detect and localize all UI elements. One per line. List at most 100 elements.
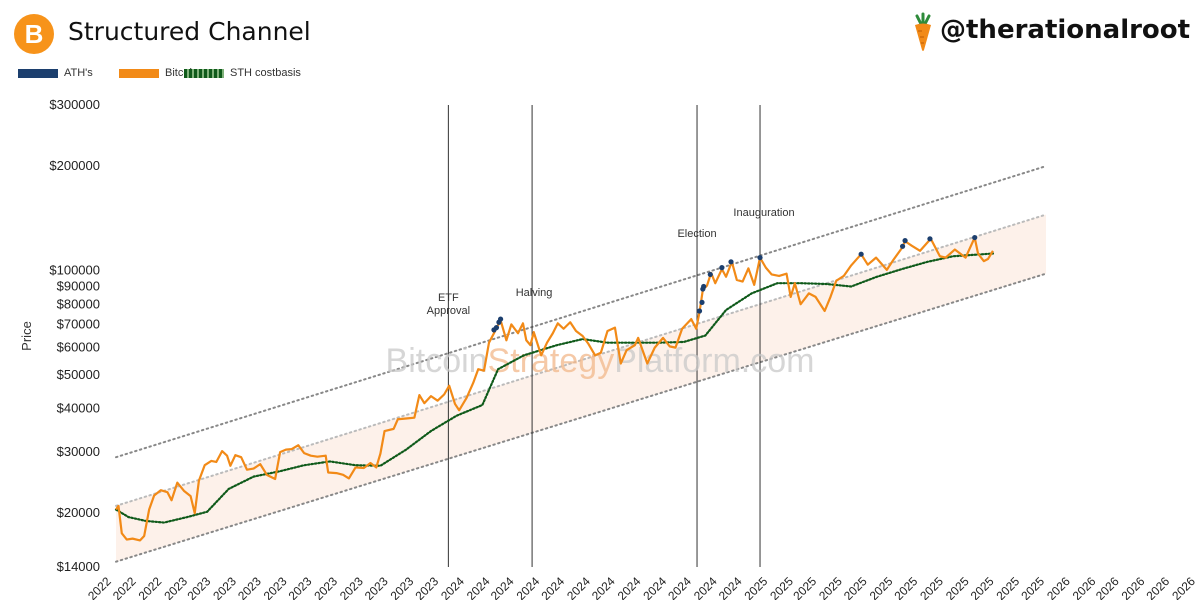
y-tick-label: $30000 <box>57 444 100 459</box>
y-tick-label: $100000 <box>49 263 100 278</box>
y-axis-label: Price <box>19 321 34 351</box>
x-tick-label: 2025 <box>892 574 921 600</box>
series-line-sth-costbasis <box>114 252 995 524</box>
event-label-1-line-1: ETF <box>438 292 459 304</box>
watermark-part-2: Strategy <box>488 342 615 380</box>
x-tick-label: 2023 <box>412 574 441 600</box>
carrot-icon <box>915 12 931 51</box>
x-tick-label: 2026 <box>1144 574 1173 600</box>
chart-title: Structured Channel <box>68 17 311 46</box>
x-tick-label: 2023 <box>286 574 315 600</box>
x-tick-label: 2024 <box>438 574 467 600</box>
y-tick-label: $200000 <box>49 158 100 173</box>
ath-point-17 <box>972 234 978 241</box>
event-label-1-line-2: Approval <box>427 305 470 317</box>
x-tick-label: 2023 <box>185 574 214 600</box>
x-tick-label: 2024 <box>640 574 669 600</box>
legend-label-aths: ATH's <box>64 67 93 79</box>
ath-point-16 <box>927 236 933 242</box>
legend-swatch-sth-costbasis <box>184 69 224 78</box>
legend-swatch-aths <box>18 69 58 78</box>
x-tick-label: 2024 <box>691 574 720 600</box>
series-line-bitcoin <box>115 236 994 542</box>
x-tick-label: 2024 <box>564 574 593 600</box>
x-tick-label: 2022 <box>110 574 139 600</box>
legend-swatch-bitcoin <box>119 69 159 78</box>
x-tick-label: 2025 <box>867 574 896 600</box>
x-tick-label: 2025 <box>1018 574 1047 600</box>
x-tick-label: 2024 <box>665 574 694 600</box>
x-tick-label: 2022 <box>136 574 165 600</box>
channel-band-fill <box>116 214 1046 562</box>
x-tick-label: 2026 <box>1044 574 1073 600</box>
x-tick-label: 2023 <box>261 574 290 600</box>
event-label-3: Election <box>677 228 716 240</box>
x-tick-label: 2026 <box>1119 574 1148 600</box>
y-tick-label: $50000 <box>57 367 100 382</box>
x-tick-label: 2023 <box>337 574 366 600</box>
x-axis-ticks: 2022202220222023202320232023202320232023… <box>85 574 1198 600</box>
x-tick-label: 2024 <box>716 574 745 600</box>
ath-point-12 <box>757 255 763 261</box>
y-tick-label: $20000 <box>57 505 100 520</box>
ath-point-2 <box>493 325 500 331</box>
x-tick-label: 2025 <box>943 574 972 600</box>
y-tick-label: $70000 <box>57 316 100 331</box>
author-handle: @therationalroot <box>940 15 1191 45</box>
event-label-4: Inauguration <box>733 207 794 219</box>
x-tick-label: 2025 <box>742 574 771 600</box>
ath-point-4 <box>497 316 504 322</box>
y-tick-label: $14000 <box>57 559 100 574</box>
y-tick-label: $300000 <box>49 97 100 112</box>
x-tick-label: 2022 <box>85 574 114 600</box>
x-tick-label: 2025 <box>790 574 819 600</box>
ath-markers-layer <box>491 234 978 333</box>
ath-point-13 <box>858 251 864 257</box>
ath-point-6 <box>699 299 705 305</box>
event-label-2: Halving <box>516 287 553 299</box>
x-tick-label: 2025 <box>841 574 870 600</box>
sth-costbasis-layer <box>114 252 995 524</box>
channel-upper-line <box>115 165 1047 459</box>
x-tick-label: 2025 <box>993 574 1022 600</box>
x-tick-label: 2025 <box>917 574 946 600</box>
ath-point-5 <box>696 308 703 314</box>
watermark: BitcoinStrategyPlatform.com <box>386 342 815 380</box>
ath-point-10 <box>719 265 725 271</box>
ath-point-11 <box>728 259 734 265</box>
x-tick-label: 2026 <box>1093 574 1122 600</box>
x-tick-label: 2025 <box>816 574 845 600</box>
x-tick-label: 2024 <box>538 574 567 600</box>
x-tick-label: 2025 <box>767 574 796 600</box>
channel-fill-layer <box>116 214 1046 562</box>
x-tick-label: 2026 <box>1169 574 1198 600</box>
bitcoin-logo-icon: B <box>14 14 54 54</box>
x-tick-label: 2024 <box>514 574 543 600</box>
ath-point-14 <box>899 243 906 249</box>
ath-point-8 <box>701 283 707 290</box>
x-tick-label: 2023 <box>210 574 239 600</box>
y-tick-label: $90000 <box>57 278 100 293</box>
x-tick-label: 2023 <box>235 574 264 600</box>
x-tick-label: 2024 <box>488 574 517 600</box>
legend-label-sth-costbasis: STH costbasis <box>230 67 301 79</box>
bitcoin-price-layer <box>115 236 994 542</box>
x-tick-label: 2023 <box>161 574 190 600</box>
y-axis-ticks: $300000 $200000 $100000$90000 $80000 $70000 $… <box>49 97 100 574</box>
header-bar: B Structured Channel @therationalroot <box>0 0 1200 64</box>
x-tick-label: 2024 <box>589 574 618 600</box>
channel-lower-line <box>115 272 1047 563</box>
x-tick-label: 2024 <box>615 574 644 600</box>
watermark-part-1: Bitcoin <box>386 342 488 380</box>
ath-point-15 <box>902 238 908 244</box>
watermark-part-3: Platform.com <box>614 342 814 380</box>
x-tick-label: 2025 <box>968 574 997 600</box>
x-tick-label: 2023 <box>311 574 340 600</box>
y-tick-label: $60000 <box>57 340 100 355</box>
y-tick-label: $80000 <box>57 296 100 311</box>
ath-point-9 <box>707 271 713 278</box>
x-tick-label: 2026 <box>1070 574 1099 600</box>
x-tick-label: 2024 <box>464 574 493 600</box>
x-tick-label: 2023 <box>388 574 417 600</box>
